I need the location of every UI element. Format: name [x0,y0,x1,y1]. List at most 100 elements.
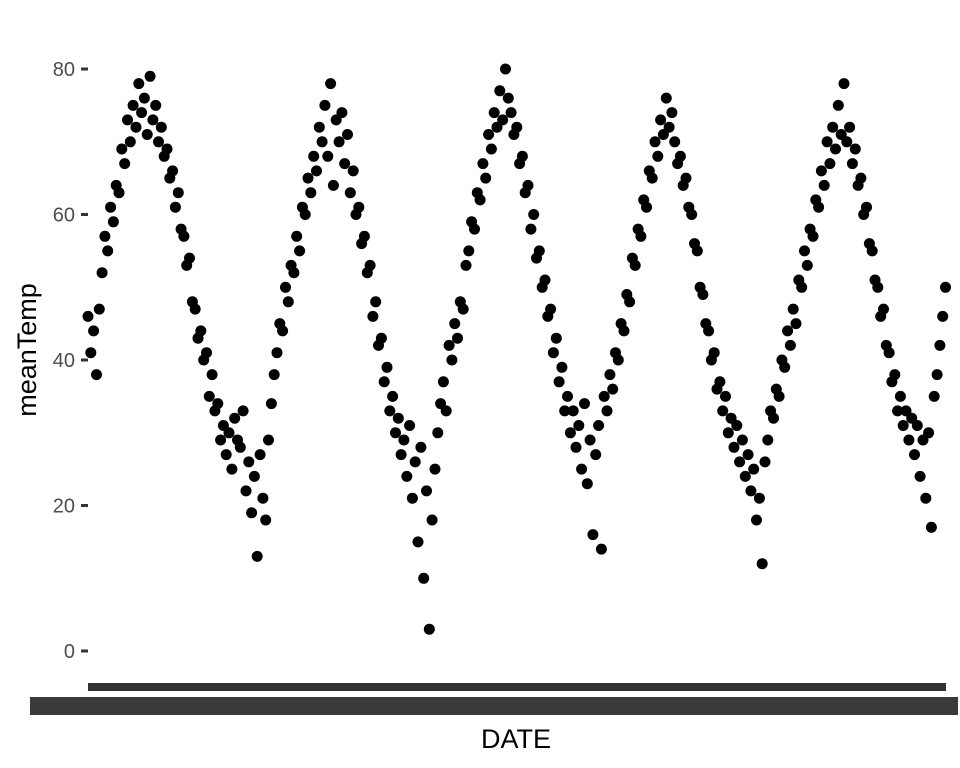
data-point [401,470,413,482]
data-point [463,245,475,257]
data-point [344,187,356,199]
data-point [525,223,537,235]
data-point [539,274,551,286]
data-point [759,456,771,468]
data-point [663,121,675,133]
y-axis-title: meanTemp [12,283,42,417]
data-point [607,383,619,395]
data-point [567,405,579,417]
data-point [302,172,314,184]
data-point [666,107,678,119]
data-point [107,216,119,228]
data-point [316,136,328,148]
data-point [601,405,613,417]
data-point [251,550,263,562]
data-point [559,405,571,417]
data-point [686,209,698,220]
data-point [392,412,404,424]
data-point [872,281,884,293]
data-point [280,281,291,293]
data-point [423,623,435,635]
data-point [184,252,195,264]
data-point [488,107,500,119]
data-point [237,405,249,417]
x-tick-labels-overplotted [30,697,958,715]
data-point [169,201,181,213]
data-point [141,129,153,140]
data-point [294,245,306,257]
data-point [564,427,576,439]
data-point [909,449,920,461]
data-point [474,194,486,206]
data-point [215,434,227,446]
data-point [257,492,269,504]
data-point [153,136,164,148]
data-point [124,136,136,148]
data-point [189,303,201,315]
data-points [82,63,951,635]
data-point [807,230,819,242]
data-point [940,281,951,293]
data-point [88,325,100,337]
data-point [116,143,128,155]
data-point [824,158,836,170]
data-point [889,369,901,381]
y-tick-label: 20 [53,496,75,518]
data-point [432,427,444,439]
data-point [155,121,167,133]
data-point [229,412,241,424]
data-point [82,310,94,322]
data-point [505,107,517,119]
data-point [308,150,320,162]
data-point [587,529,599,541]
data-point [243,456,255,468]
data-point [674,150,686,162]
data-point [322,150,334,162]
data-point [861,201,872,213]
data-point [841,136,853,148]
data-point [934,339,946,351]
data-point [827,121,839,133]
data-point [641,201,652,213]
data-point [821,136,833,148]
data-point [736,434,748,446]
data-point [925,521,937,533]
data-point [937,310,949,322]
data-point [728,441,740,453]
data-point [598,390,610,402]
data-point [195,325,207,337]
data-point [748,463,760,475]
data-point [265,398,277,410]
data-point [790,318,802,330]
data-point [203,390,215,402]
data-point [703,325,715,337]
data-point [866,245,878,257]
data-point [288,267,300,279]
data-point [892,405,904,417]
data-point [336,107,348,119]
data-point [844,121,856,133]
data-point [161,143,173,155]
data-point [894,390,906,402]
data-point [469,223,480,235]
data-point [595,543,607,555]
data-point [751,514,762,526]
data-point [254,449,266,461]
data-point [579,398,590,410]
data-point [113,187,125,199]
data-point [782,325,794,337]
data-point [612,354,624,366]
data-point [714,376,726,388]
data-point [102,245,114,257]
data-point [878,303,889,315]
data-point [629,259,641,271]
data-point [367,310,379,322]
data-point [406,492,418,504]
data-point [144,70,156,82]
y-tick-label: 60 [53,205,75,227]
data-point [201,347,212,359]
data-point [813,201,825,213]
data-point [838,78,850,90]
data-point [404,420,416,431]
data-point [460,259,472,271]
